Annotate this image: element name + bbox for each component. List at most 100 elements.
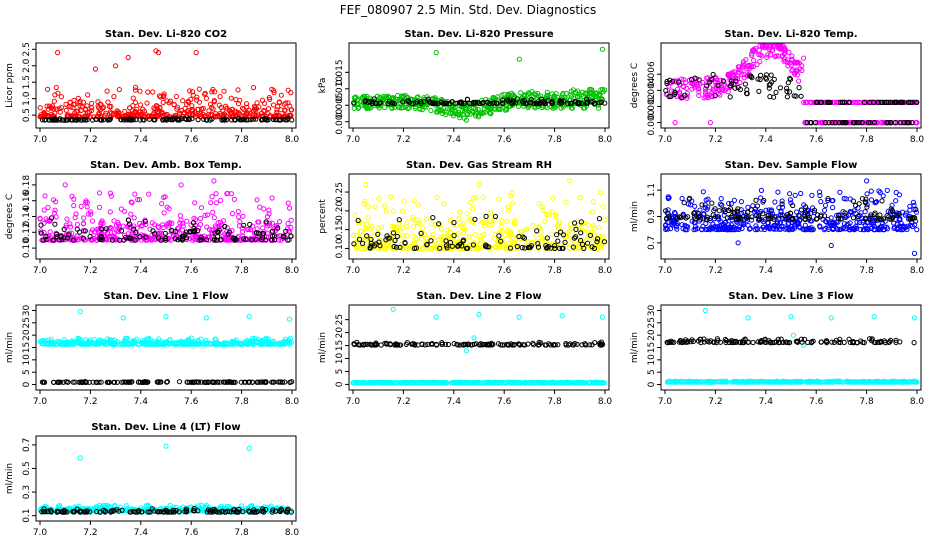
data-point <box>827 99 833 106</box>
data-point <box>477 233 483 240</box>
data-point <box>132 99 138 106</box>
data-point <box>176 379 183 385</box>
data-point <box>509 200 516 206</box>
data-point <box>744 87 750 93</box>
data-point <box>237 97 243 103</box>
data-point <box>215 220 221 226</box>
data-point <box>222 231 228 237</box>
data-point <box>149 220 155 226</box>
data-point <box>211 99 217 105</box>
data-point <box>358 228 364 234</box>
data-point <box>137 234 143 240</box>
data-point <box>108 234 115 240</box>
data-point <box>822 120 828 126</box>
data-point <box>198 234 204 240</box>
y-tick-label: 0 <box>22 381 32 387</box>
data-point <box>224 105 230 111</box>
data-point <box>210 106 216 112</box>
data-point <box>472 232 478 238</box>
data-point <box>591 225 597 231</box>
data-point <box>502 107 508 113</box>
data-point <box>763 72 770 78</box>
data-point <box>111 94 117 100</box>
data-point <box>692 203 698 209</box>
data-point <box>173 93 179 100</box>
data-point <box>465 111 471 117</box>
data-point <box>272 117 278 123</box>
data-point <box>824 99 830 106</box>
data-point <box>735 240 741 246</box>
data-point <box>500 101 506 107</box>
data-point <box>891 99 897 106</box>
data-point <box>153 236 159 242</box>
data-point <box>826 120 832 126</box>
data-point <box>104 230 111 236</box>
data-point <box>57 117 63 123</box>
data-point <box>549 91 555 97</box>
data-point <box>121 237 127 243</box>
data-point <box>599 46 606 52</box>
data-point <box>195 106 201 113</box>
chart-title: Stan. Dev. Sample Flow <box>725 160 858 171</box>
data-point <box>272 237 278 243</box>
data-point <box>537 101 543 107</box>
data-point <box>186 99 192 106</box>
data-point <box>351 105 357 111</box>
data-point <box>128 235 134 241</box>
data-point <box>514 96 520 102</box>
x-tick-label: 8.0 <box>598 266 613 276</box>
y-axis-label: Licor ppm <box>5 63 15 108</box>
data-points <box>664 307 920 385</box>
data-point <box>240 213 246 219</box>
data-point <box>96 204 103 210</box>
data-point <box>211 215 217 221</box>
data-point <box>853 203 859 209</box>
data-point <box>684 85 690 91</box>
data-point <box>265 106 272 112</box>
data-point <box>494 100 500 107</box>
y-tick-label: 0.004 <box>647 77 657 103</box>
data-point <box>131 215 137 221</box>
data-point <box>53 214 59 220</box>
data-point <box>753 197 759 203</box>
data-point <box>468 200 474 206</box>
data-point <box>278 92 284 98</box>
data-point <box>196 86 202 92</box>
data-point <box>403 223 409 229</box>
data-point <box>285 87 291 93</box>
data-point <box>38 222 44 228</box>
data-point <box>499 92 505 98</box>
data-point <box>127 117 133 123</box>
data-point <box>516 314 522 320</box>
data-point <box>150 89 156 95</box>
data-point <box>212 223 219 229</box>
data-point <box>851 120 857 126</box>
data-point <box>248 227 254 233</box>
data-point <box>53 84 59 91</box>
data-point <box>506 207 512 213</box>
data-point <box>522 227 529 233</box>
data-point <box>120 315 126 321</box>
data-point <box>751 57 757 64</box>
data-point <box>82 117 89 123</box>
data-point <box>879 99 885 106</box>
y-tick-label: 0.15 <box>335 220 345 240</box>
data-point <box>372 204 378 210</box>
data-point <box>116 110 122 116</box>
data-point <box>703 86 709 92</box>
data-point <box>467 101 473 107</box>
data-point <box>737 79 743 86</box>
data-point <box>369 223 375 229</box>
data-point <box>169 117 175 123</box>
y-tick-label: 15 <box>335 340 345 351</box>
data-points <box>350 178 608 252</box>
data-point <box>430 231 436 238</box>
data-point <box>499 229 505 235</box>
x-tick-label: 7.8 <box>859 266 874 276</box>
data-point <box>196 99 203 105</box>
x-tick-label: 7.0 <box>346 266 361 276</box>
data-point <box>498 218 504 224</box>
data-point <box>270 116 276 123</box>
data-point <box>784 85 790 91</box>
x-tick-label: 7.2 <box>396 266 410 276</box>
